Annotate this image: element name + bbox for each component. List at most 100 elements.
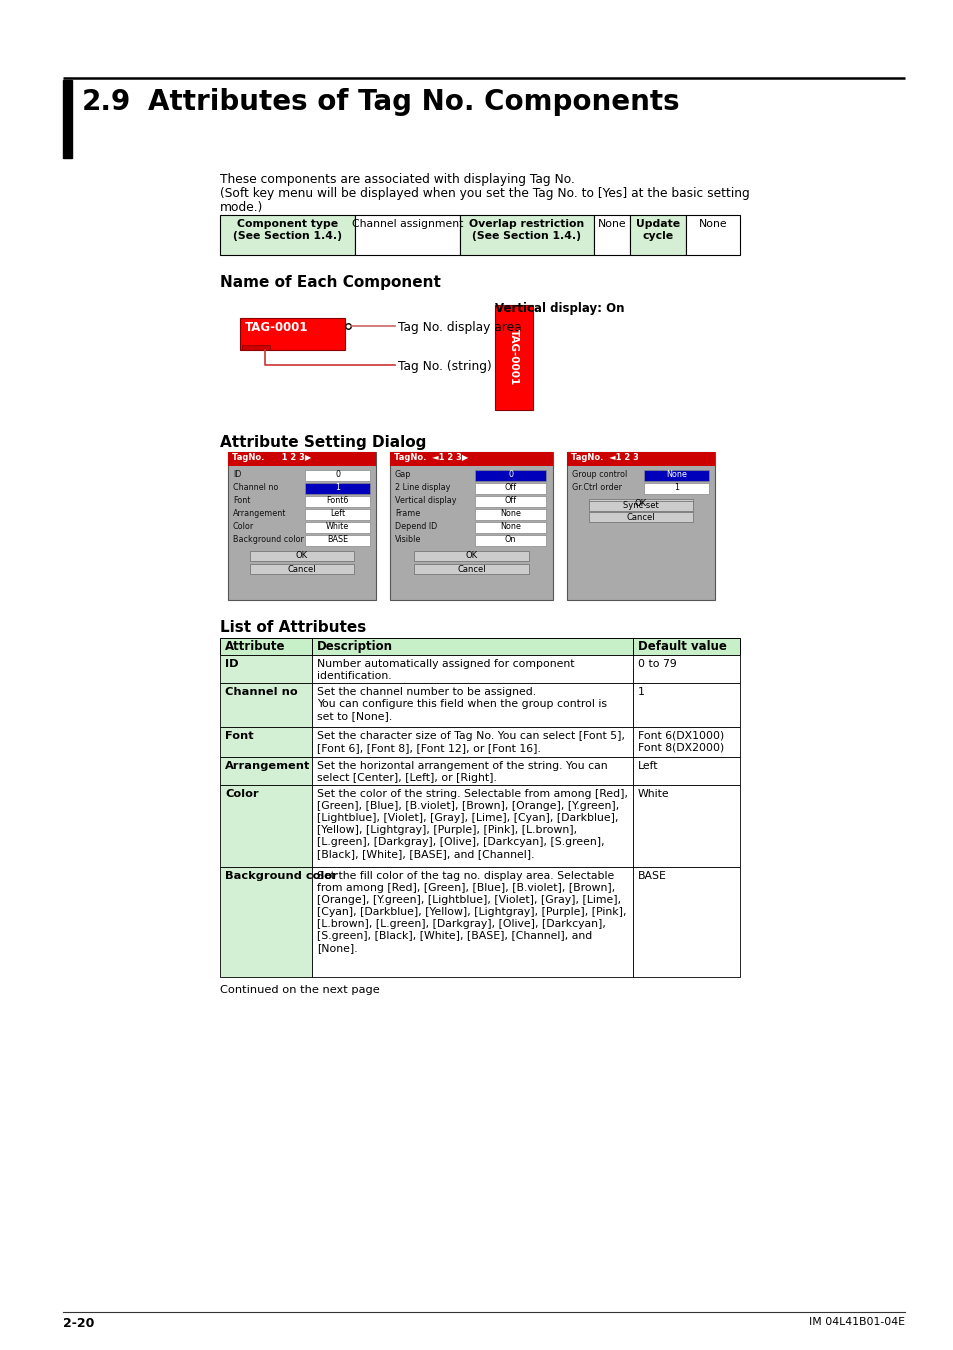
Text: [Green], [Blue], [B.violet], [Brown], [Orange], [Y.green],: [Green], [Blue], [B.violet], [Brown], [O… (316, 801, 618, 811)
Text: (See Section 1.4.): (See Section 1.4.) (233, 231, 341, 242)
Text: [None].: [None]. (316, 944, 357, 953)
Bar (305, 495, 370, 508)
Text: None: None (499, 509, 520, 518)
Text: select [Center], [Left], or [Right].: select [Center], [Left], or [Right]. (316, 774, 497, 783)
Text: Gap: Gap (395, 470, 411, 479)
Text: These components are associated with displaying Tag No.: These components are associated with dis… (220, 173, 575, 186)
Bar (633, 683, 740, 728)
Text: 0: 0 (508, 470, 513, 479)
Bar (685, 215, 740, 255)
Text: (See Section 1.4.): (See Section 1.4.) (472, 231, 581, 242)
Bar (220, 867, 312, 977)
Bar (475, 535, 546, 545)
Text: Cancel: Cancel (288, 564, 316, 574)
Bar (355, 215, 459, 255)
Text: None: None (598, 219, 626, 230)
Text: 2.9: 2.9 (82, 88, 132, 116)
Text: OK: OK (295, 552, 308, 560)
Bar (312, 683, 633, 728)
Bar (220, 683, 312, 728)
Text: Attribute: Attribute (225, 640, 285, 653)
Text: OK: OK (465, 552, 477, 560)
Text: Tag No. (string): Tag No. (string) (397, 360, 491, 373)
Bar (633, 757, 740, 784)
Text: None: None (698, 219, 726, 230)
Text: Set the character size of Tag No. You can select [Font 5],: Set the character size of Tag No. You ca… (316, 730, 624, 741)
Bar (414, 564, 528, 574)
Bar (589, 512, 692, 522)
Text: [L.brown], [L.green], [Darkgray], [Olive], [Darkcyan],: [L.brown], [L.green], [Darkgray], [Olive… (316, 919, 605, 929)
Text: Update: Update (636, 219, 679, 230)
Text: 2 Line display: 2 Line display (395, 483, 450, 491)
Bar (633, 728, 740, 757)
Bar (643, 483, 708, 494)
Bar (633, 867, 740, 977)
Text: 2-20: 2-20 (63, 1318, 94, 1330)
Text: BASE: BASE (327, 535, 348, 544)
Bar (220, 639, 740, 655)
Text: 0: 0 (335, 470, 339, 479)
Text: Cancel: Cancel (456, 564, 485, 574)
Text: Color: Color (225, 788, 258, 799)
Bar (220, 757, 312, 784)
Text: 1: 1 (638, 687, 644, 697)
Bar (228, 452, 375, 466)
Text: set to [None].: set to [None]. (316, 711, 392, 721)
Text: Depend ID: Depend ID (395, 522, 436, 531)
Text: Name of Each Component: Name of Each Component (220, 275, 440, 290)
Text: TagNo.  ◄1 2 3: TagNo. ◄1 2 3 (571, 454, 639, 462)
Text: Gr.Ctrl order: Gr.Ctrl order (572, 483, 621, 491)
Text: Attribute Setting Dialog: Attribute Setting Dialog (220, 435, 426, 450)
Bar (589, 500, 692, 509)
Text: TagNo.  ◄1 2 3▶: TagNo. ◄1 2 3▶ (394, 454, 468, 462)
Bar (495, 305, 533, 410)
Bar (475, 509, 546, 520)
Text: Frame: Frame (395, 509, 420, 518)
Bar (305, 535, 370, 545)
Text: Set the color of the string. Selectable from among [Red],: Set the color of the string. Selectable … (316, 788, 627, 799)
Text: You can configure this field when the group control is: You can configure this field when the gr… (316, 699, 606, 709)
Text: ID: ID (233, 470, 241, 479)
Text: Visible: Visible (395, 535, 421, 544)
Bar (220, 784, 312, 867)
Bar (305, 509, 370, 520)
Text: Arrangement: Arrangement (233, 509, 286, 518)
Bar (250, 564, 354, 574)
Bar (242, 346, 270, 350)
Text: Number automatically assigned for component: Number automatically assigned for compon… (316, 659, 574, 670)
Bar (305, 483, 370, 494)
Bar (475, 522, 546, 533)
Text: List of Attributes: List of Attributes (220, 620, 366, 634)
Text: TAG-0001: TAG-0001 (245, 321, 308, 333)
Bar (305, 470, 370, 481)
Bar (566, 452, 714, 599)
Bar (312, 655, 633, 683)
Text: Description: Description (316, 640, 393, 653)
Text: Cancel: Cancel (626, 513, 655, 521)
Bar (629, 215, 685, 255)
Bar (312, 867, 633, 977)
Text: Sync set: Sync set (622, 501, 659, 510)
Text: BASE: BASE (638, 871, 666, 882)
Text: from among [Red], [Green], [Blue], [B.violet], [Brown],: from among [Red], [Green], [Blue], [B.vi… (316, 883, 615, 892)
Bar (594, 215, 629, 255)
Text: Group control: Group control (572, 470, 626, 479)
Text: Off: Off (504, 483, 517, 491)
Text: Font 6(DX1000): Font 6(DX1000) (638, 730, 723, 741)
Text: 1: 1 (674, 483, 679, 491)
Text: Set the channel number to be assigned.: Set the channel number to be assigned. (316, 687, 536, 697)
Text: Overlap restriction: Overlap restriction (469, 219, 584, 230)
Text: Arrangement: Arrangement (225, 761, 310, 771)
Text: [L.green], [Darkgray], [Olive], [Darkcyan], [S.green],: [L.green], [Darkgray], [Olive], [Darkcya… (316, 837, 604, 846)
Text: 1: 1 (335, 483, 339, 491)
Text: 0 to 79: 0 to 79 (638, 659, 676, 670)
Text: (Soft key menu will be displayed when you set the Tag No. to [Yes] at the basic : (Soft key menu will be displayed when yo… (220, 188, 749, 200)
Text: Background color: Background color (225, 871, 337, 882)
Bar (633, 655, 740, 683)
Text: Font 8(DX2000): Font 8(DX2000) (638, 743, 723, 753)
Text: TagNo.      1 2 3▶: TagNo. 1 2 3▶ (232, 454, 311, 462)
Text: [Font 6], [Font 8], [Font 12], or [Font 16].: [Font 6], [Font 8], [Font 12], or [Font … (316, 743, 540, 753)
Text: Color: Color (233, 522, 254, 531)
Text: Font6: Font6 (326, 495, 349, 505)
Bar (475, 483, 546, 494)
